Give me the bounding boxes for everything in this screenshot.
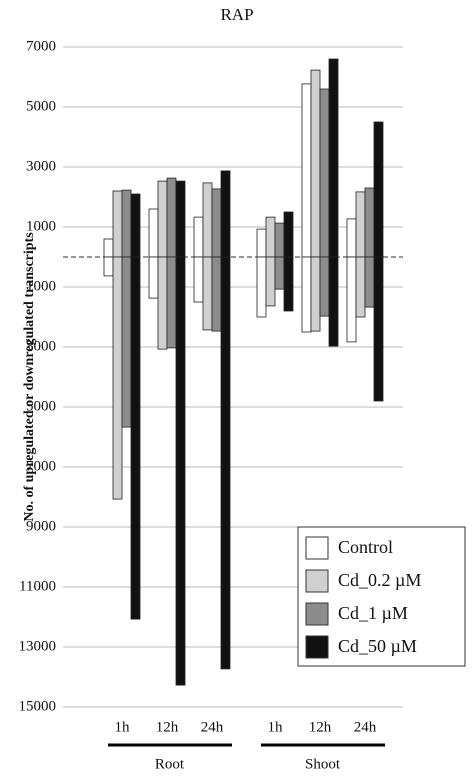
bar <box>193 216 204 258</box>
bar <box>274 256 285 290</box>
bar <box>157 180 168 258</box>
bar <box>283 211 294 258</box>
legend-label: Cd_1 µM <box>338 603 408 623</box>
bar <box>193 256 204 303</box>
bar <box>328 256 339 347</box>
bar <box>346 218 357 258</box>
bar <box>121 256 132 428</box>
legend-swatch <box>305 536 329 560</box>
bar <box>220 256 231 670</box>
y-tick-label: 5000 <box>26 98 56 114</box>
y-tick-label: 1000 <box>26 278 56 294</box>
y-tick-label: 1000 <box>26 218 56 234</box>
bar <box>202 256 213 331</box>
bar <box>364 256 375 308</box>
bar <box>373 256 384 402</box>
bar <box>220 170 231 258</box>
x-tick-label: 12h <box>156 719 179 735</box>
bar <box>211 256 222 332</box>
bar <box>256 256 267 318</box>
bar <box>157 256 168 350</box>
bar <box>112 256 123 500</box>
x-tick-label: 24h <box>354 719 377 735</box>
bar <box>103 256 114 277</box>
bar <box>175 180 186 258</box>
y-tick-label: 9000 <box>26 518 56 534</box>
y-tick-label: 5000 <box>26 398 56 414</box>
bar <box>355 191 366 258</box>
y-tick-label: 13000 <box>19 638 57 654</box>
x-tick-label: 12h <box>309 719 332 735</box>
y-tick-label: 11000 <box>19 578 56 594</box>
bar <box>202 182 213 258</box>
bar <box>283 256 294 312</box>
legend-label: Cd_50 µM <box>338 636 417 656</box>
x-tick-label: 1h <box>115 719 131 735</box>
group-label: Shoot <box>305 756 341 772</box>
bar <box>166 177 177 258</box>
bar <box>256 228 267 258</box>
bar <box>373 121 384 258</box>
bar <box>148 256 159 299</box>
bar <box>211 188 222 258</box>
bar <box>121 189 132 258</box>
x-tick-label: 1h <box>268 719 284 735</box>
bar <box>346 256 357 343</box>
legend-swatch <box>305 635 329 659</box>
bar <box>301 83 312 258</box>
bar <box>301 256 312 333</box>
x-tick-label: 24h <box>201 719 224 735</box>
legend-label: Control <box>338 537 393 557</box>
bar <box>265 256 276 307</box>
bar <box>103 238 114 258</box>
bar <box>355 256 366 318</box>
bar <box>175 256 186 686</box>
bar <box>148 208 159 258</box>
bar <box>310 69 321 258</box>
bar <box>112 190 123 258</box>
legend-swatch <box>305 569 329 593</box>
y-tick-label: 7000 <box>26 458 56 474</box>
bar <box>265 216 276 258</box>
group-label: Root <box>155 756 185 772</box>
y-tick-label: 3000 <box>26 338 56 354</box>
bar <box>310 256 321 332</box>
bar <box>130 256 141 620</box>
y-tick-label: 3000 <box>26 158 56 174</box>
legend-label: Cd_0.2 µM <box>338 570 421 590</box>
chart-title: RAP <box>220 5 253 24</box>
bar <box>274 222 285 258</box>
y-tick-label: 7000 <box>26 38 56 54</box>
bar <box>364 187 375 258</box>
y-tick-label: 15000 <box>19 698 57 714</box>
bar <box>130 193 141 258</box>
bar <box>328 58 339 258</box>
bar <box>319 256 330 317</box>
y-axis-label: No. of upregulated or downregulated tran… <box>22 232 37 522</box>
bar <box>319 88 330 258</box>
legend-swatch <box>305 602 329 626</box>
bar <box>166 256 177 349</box>
